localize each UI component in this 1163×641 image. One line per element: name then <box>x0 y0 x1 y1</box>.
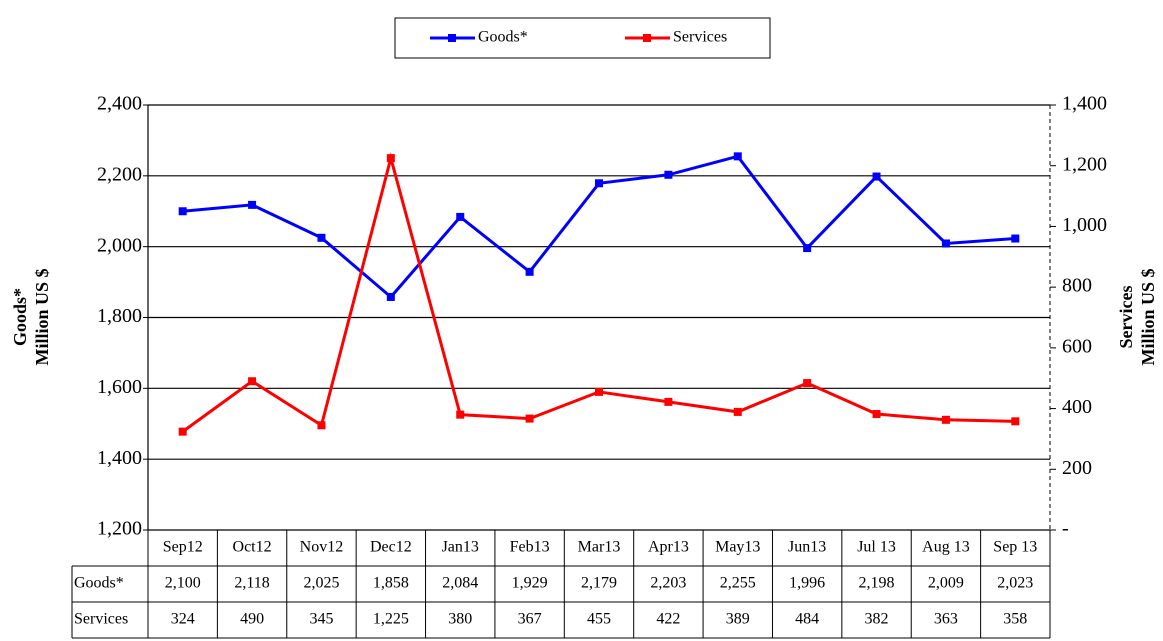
table-cell: 490 <box>240 611 264 628</box>
table-cell: 2,009 <box>928 575 964 592</box>
y-tick-label: 1,600 <box>97 376 142 398</box>
table-cell: 324 <box>171 611 195 628</box>
marker <box>386 154 395 163</box>
y-tick-label: 2,200 <box>97 163 142 185</box>
table-cell: 1,858 <box>373 575 409 592</box>
table-cell: 2,118 <box>234 575 269 592</box>
y2-tick-label: 1,200 <box>1062 153 1107 175</box>
marker <box>1011 234 1020 243</box>
marker <box>456 212 465 221</box>
x-tick-label: Dec12 <box>370 539 412 556</box>
marker <box>733 152 742 161</box>
marker <box>941 239 950 248</box>
marker <box>456 410 465 419</box>
table-cell: 389 <box>726 611 750 628</box>
table-cell: 2,198 <box>859 575 895 592</box>
y-tick-label: 1,400 <box>97 447 142 469</box>
marker <box>178 427 187 436</box>
marker <box>386 292 395 301</box>
table-cell: 2,084 <box>442 575 478 592</box>
table-cell: 2,025 <box>303 575 339 592</box>
x-tick-label: Feb13 <box>510 539 550 556</box>
table-cell: 2,023 <box>997 575 1033 592</box>
table-row-header: Goods* <box>74 575 124 592</box>
y2-tick-label: 1,400 <box>1062 93 1107 115</box>
table-cell: 382 <box>865 611 889 628</box>
marker <box>1011 417 1020 426</box>
y2-tick-label: 1,000 <box>1062 214 1107 236</box>
y2-tick-label: 800 <box>1062 275 1092 297</box>
marker <box>248 200 257 209</box>
table-cell: 345 <box>309 611 333 628</box>
marker <box>525 414 534 423</box>
legend-marker <box>643 34 651 42</box>
x-tick-label: Sep12 <box>163 539 203 556</box>
table-cell: 2,100 <box>165 575 201 592</box>
x-tick-label: Jul 13 <box>857 539 896 556</box>
marker <box>803 244 812 253</box>
x-tick-label: Mar13 <box>578 539 621 556</box>
marker <box>664 170 673 179</box>
x-tick-label: Aug 13 <box>922 539 970 556</box>
marker <box>525 267 534 276</box>
y2-axis-title: Million US $ <box>1138 268 1158 365</box>
table-cell: 1,929 <box>512 575 548 592</box>
legend-label: Services <box>673 29 727 46</box>
legend-marker <box>448 34 456 42</box>
table-cell: 2,255 <box>720 575 756 592</box>
marker <box>664 397 673 406</box>
marker <box>872 410 881 419</box>
x-tick-label: May13 <box>715 539 760 556</box>
table-row-header: Services <box>74 611 128 628</box>
x-tick-label: Jan13 <box>442 539 479 556</box>
x-tick-label: Jun13 <box>788 539 826 556</box>
y2-tick-label: 600 <box>1062 335 1092 357</box>
marker <box>872 172 881 181</box>
x-tick-label: Oct12 <box>233 539 272 556</box>
table-cell: 455 <box>587 611 611 628</box>
table-cell: 380 <box>448 611 472 628</box>
table-cell: 1,225 <box>373 611 409 628</box>
marker <box>317 421 326 430</box>
marker <box>941 415 950 424</box>
marker <box>595 387 603 396</box>
y-tick-label: 1,800 <box>97 305 142 327</box>
marker <box>178 207 187 216</box>
x-tick-label: Sep 13 <box>993 539 1037 556</box>
table-cell: 2,203 <box>650 575 686 592</box>
legend-label: Goods* <box>478 29 528 46</box>
marker <box>595 179 603 188</box>
table-cell: 484 <box>795 611 819 628</box>
y2-tick-label: 400 <box>1062 396 1092 418</box>
x-tick-label: Nov12 <box>300 539 344 556</box>
table-cell: 358 <box>1003 611 1027 628</box>
table-cell: 367 <box>518 611 542 628</box>
x-tick-label: Apr13 <box>648 539 689 556</box>
table-cell: 2,179 <box>581 575 617 592</box>
y-tick-label: 1,200 <box>97 518 142 540</box>
marker <box>733 407 742 416</box>
y-axis-title: Goods* <box>10 288 30 346</box>
y2-tick-label: 200 <box>1062 457 1092 479</box>
marker <box>317 233 326 242</box>
table-cell: 1,996 <box>789 575 825 592</box>
y-axis-title: Million US $ <box>32 268 52 365</box>
table-cell: 422 <box>656 611 680 628</box>
marker <box>803 379 812 388</box>
marker <box>248 377 257 386</box>
table-cell: 363 <box>934 611 958 628</box>
series-line <box>182 154 1016 300</box>
y-tick-label: 2,000 <box>97 234 142 256</box>
y2-tick-label: - <box>1062 518 1069 540</box>
y2-axis-title: Services <box>1116 286 1136 349</box>
y-tick-label: 2,400 <box>97 93 142 115</box>
